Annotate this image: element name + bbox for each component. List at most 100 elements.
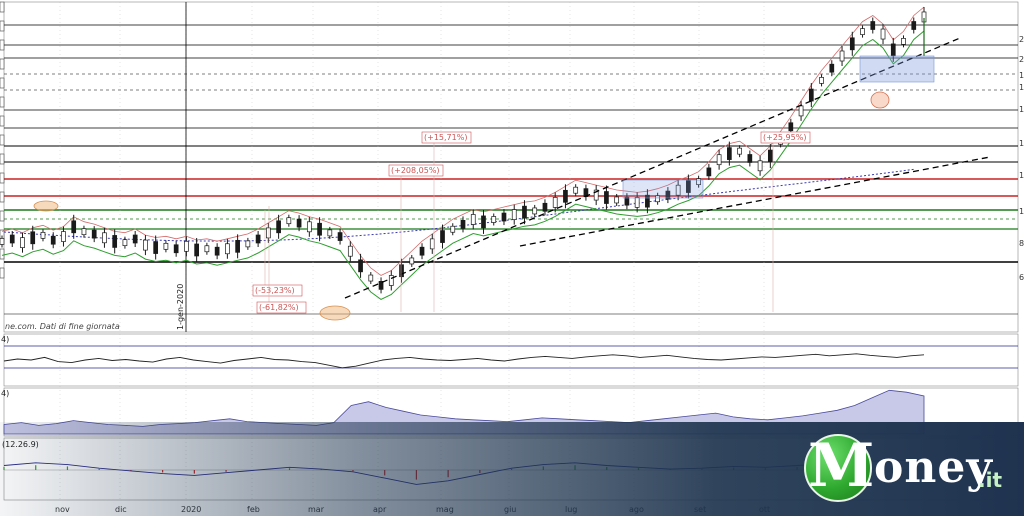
candle-body [399,264,404,278]
candle-body [50,235,56,245]
annotation-box [252,284,303,297]
candle-body [163,242,169,250]
candle-body [624,196,630,206]
candle-body [440,230,445,243]
pivot-high-marker [33,200,59,212]
candle-body [880,28,886,40]
candle-body [71,220,77,234]
candle-body [542,202,548,212]
candle-body [143,239,148,251]
support-trail-line [1,30,925,300]
candle-body [30,231,36,245]
candle-body [727,147,732,160]
candle-body [317,222,322,236]
candle-body [614,196,620,204]
right-axis-label: 1 [1019,105,1024,114]
candle-body [122,239,128,247]
candle-body [91,229,97,239]
logo-initial: M [808,431,875,501]
right-axis-label: 1 [1019,71,1024,80]
candle-body [102,232,107,244]
candle-body [378,281,384,290]
candle-body [0,238,5,245]
consolidation-box [622,179,704,199]
candle-body [306,221,312,233]
candle-body [173,244,179,254]
candle-body [276,220,281,234]
annotation-label: (+15,71%) [424,133,467,142]
candle-body [511,209,517,220]
left-axis-tick [0,172,5,184]
candle-body [132,234,138,244]
candle-body [901,38,906,45]
candle-body [788,122,794,132]
candle-body [327,229,333,237]
left-axis-tick [0,210,5,222]
annotation-label: (-53,23%) [255,286,295,295]
candle-body [61,231,66,242]
candle-body [819,77,824,84]
candle-body [112,235,118,248]
candle-body [368,274,374,282]
pivot-low-marker [319,305,351,321]
candle-body [194,243,199,257]
right-axis-label: 1 [1019,171,1024,180]
right-axis-label: 1 [1019,207,1024,216]
candle-body [706,167,712,177]
candle-body [286,217,292,225]
left-axis-tick [0,267,5,279]
candle-body [20,237,25,249]
candle-body [593,189,599,201]
left-axis-tick [0,58,5,70]
annotation-box [388,164,444,177]
rsi-line [3,353,925,369]
candle-body [532,207,538,215]
left-axis-tick [0,153,5,165]
candle-body [470,214,476,225]
candle-body [686,180,691,193]
candle-body [491,216,497,223]
secondary-trendline [519,156,991,247]
candle-body [450,225,456,233]
candle-body [409,257,415,265]
candle-body [563,189,568,203]
candle-body [429,238,435,250]
volume-label: 4) [1,389,9,398]
candle-body [829,63,835,73]
left-axis-tick [0,134,5,146]
candle-body [573,186,579,194]
candle-body [266,227,271,239]
left-axis-tick [0,1,5,13]
candle-body [255,234,261,244]
candle-body [419,246,425,256]
candle-body [522,205,527,219]
candle-body [757,160,763,172]
left-axis-tick [0,115,5,127]
left-axis-tick [0,39,5,51]
candle-body [911,21,917,30]
left-axis-tick [0,77,5,89]
right-axis-label: 2 [1019,35,1024,44]
candle-body [245,240,251,248]
left-axis-tick [0,20,5,32]
candle-body [604,191,609,204]
rsi-panel-frame [3,333,1019,387]
right-axis-label: 6 [1019,273,1024,282]
candle-body [358,259,363,273]
candle-body [204,245,210,253]
candle-body [388,275,394,286]
logo-circle-icon [804,434,872,502]
candle-body [296,218,302,228]
candle-body [347,245,353,257]
annotation-label: (+25,95%) [763,133,806,142]
candle-body [870,21,876,30]
annotation-box [421,131,472,144]
annotation-box [256,301,307,314]
candle-body [214,246,220,256]
candle-body [40,231,46,239]
rsi-label: 4) [1,335,9,344]
right-axis-label: 8 [1019,239,1024,248]
candle-body [337,232,343,241]
left-axis-tick [0,96,5,108]
